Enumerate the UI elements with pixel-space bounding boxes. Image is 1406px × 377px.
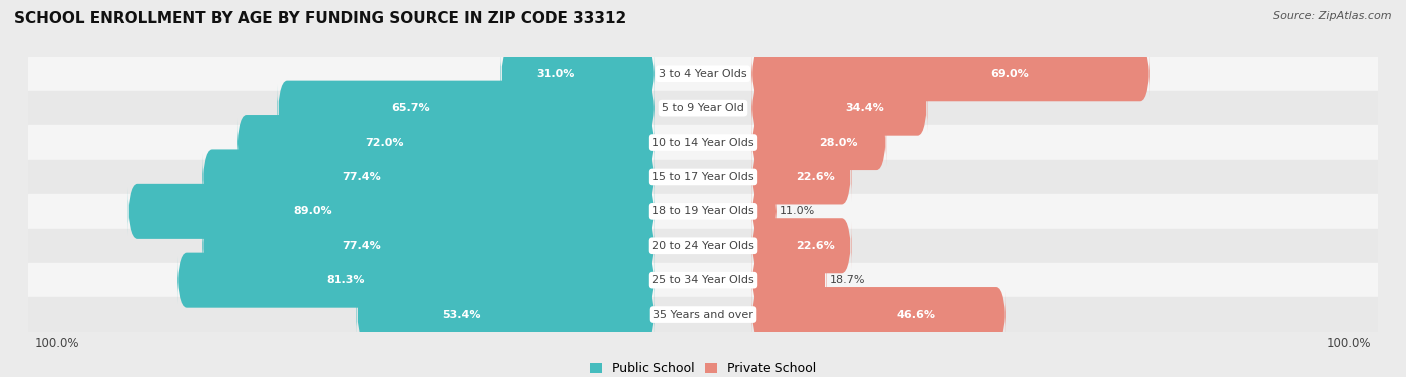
Bar (28, 91, 1378, 126)
Text: 28.0%: 28.0% (818, 138, 858, 147)
Text: 31.0%: 31.0% (536, 69, 575, 79)
Legend: Public School, Private School: Public School, Private School (589, 362, 817, 375)
Text: 3 to 4 Year Olds: 3 to 4 Year Olds (659, 69, 747, 79)
Text: Source: ZipAtlas.com: Source: ZipAtlas.com (1274, 11, 1392, 21)
Text: 22.6%: 22.6% (796, 172, 835, 182)
FancyBboxPatch shape (202, 149, 655, 204)
FancyBboxPatch shape (751, 46, 1150, 101)
Text: 5 to 9 Year Old: 5 to 9 Year Old (662, 103, 744, 113)
FancyBboxPatch shape (238, 115, 655, 170)
Text: 20 to 24 Year Olds: 20 to 24 Year Olds (652, 241, 754, 251)
Text: 22.6%: 22.6% (796, 241, 835, 251)
Bar (28, 228, 1378, 263)
Text: 11.0%: 11.0% (780, 206, 815, 216)
Text: 69.0%: 69.0% (990, 69, 1029, 79)
FancyBboxPatch shape (751, 115, 886, 170)
Text: 18.7%: 18.7% (830, 275, 865, 285)
Bar (28, 297, 1378, 332)
Text: 77.4%: 77.4% (342, 241, 381, 251)
Text: 89.0%: 89.0% (294, 206, 332, 216)
Text: 72.0%: 72.0% (366, 138, 404, 147)
Text: 10 to 14 Year Olds: 10 to 14 Year Olds (652, 138, 754, 147)
FancyBboxPatch shape (202, 218, 655, 273)
Text: 46.6%: 46.6% (896, 310, 935, 320)
Bar (28, 194, 1378, 228)
Text: 65.7%: 65.7% (391, 103, 430, 113)
Text: 53.4%: 53.4% (443, 310, 481, 320)
FancyBboxPatch shape (128, 184, 655, 239)
FancyBboxPatch shape (751, 184, 778, 239)
Text: 100.0%: 100.0% (35, 337, 79, 350)
Text: 34.4%: 34.4% (845, 103, 884, 113)
FancyBboxPatch shape (751, 218, 852, 273)
Bar (28, 263, 1378, 297)
Text: 15 to 17 Year Olds: 15 to 17 Year Olds (652, 172, 754, 182)
Text: 100.0%: 100.0% (1327, 337, 1371, 350)
FancyBboxPatch shape (177, 253, 655, 308)
Bar (28, 160, 1378, 194)
Text: 77.4%: 77.4% (342, 172, 381, 182)
FancyBboxPatch shape (751, 253, 827, 308)
FancyBboxPatch shape (751, 81, 928, 136)
Text: 35 Years and over: 35 Years and over (652, 310, 754, 320)
Bar (28, 126, 1378, 160)
FancyBboxPatch shape (501, 46, 655, 101)
FancyBboxPatch shape (357, 287, 655, 342)
FancyBboxPatch shape (277, 81, 655, 136)
Text: 81.3%: 81.3% (326, 275, 364, 285)
Text: 18 to 19 Year Olds: 18 to 19 Year Olds (652, 206, 754, 216)
Bar (28, 57, 1378, 91)
FancyBboxPatch shape (751, 287, 1005, 342)
Text: 25 to 34 Year Olds: 25 to 34 Year Olds (652, 275, 754, 285)
FancyBboxPatch shape (751, 149, 852, 204)
Text: SCHOOL ENROLLMENT BY AGE BY FUNDING SOURCE IN ZIP CODE 33312: SCHOOL ENROLLMENT BY AGE BY FUNDING SOUR… (14, 11, 626, 26)
